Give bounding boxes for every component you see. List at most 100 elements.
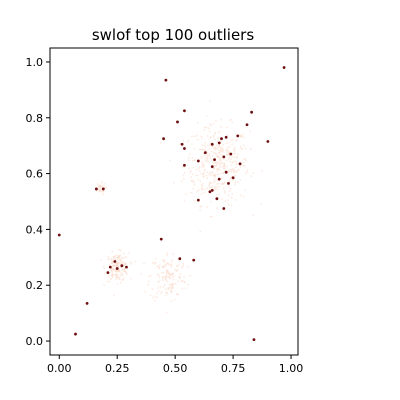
inlier-point bbox=[219, 160, 222, 163]
inlier-point bbox=[224, 191, 227, 194]
inlier-point bbox=[119, 249, 122, 252]
inlier-point bbox=[144, 290, 147, 293]
outlier-point bbox=[231, 176, 235, 180]
inlier-point bbox=[243, 144, 245, 147]
inlier-point bbox=[164, 288, 167, 291]
inlier-point bbox=[201, 182, 204, 185]
inlier-point bbox=[211, 185, 214, 188]
inlier-points bbox=[96, 100, 263, 314]
inlier-point bbox=[114, 255, 116, 258]
inlier-point bbox=[183, 200, 186, 203]
inlier-point bbox=[209, 181, 212, 184]
inlier-point bbox=[216, 170, 219, 173]
inlier-point bbox=[237, 169, 240, 171]
outlier-point bbox=[94, 187, 98, 191]
inlier-point bbox=[182, 263, 185, 265]
inlier-point bbox=[130, 277, 132, 280]
inlier-point bbox=[227, 152, 230, 154]
inlier-point bbox=[216, 156, 219, 159]
inlier-point bbox=[216, 168, 219, 171]
inlier-point bbox=[237, 181, 239, 183]
inlier-point bbox=[206, 206, 208, 208]
inlier-point bbox=[231, 156, 234, 158]
outlier-point bbox=[106, 271, 110, 275]
inlier-point bbox=[239, 194, 242, 197]
inlier-point bbox=[216, 144, 218, 147]
inlier-point bbox=[99, 259, 102, 261]
inlier-point bbox=[190, 176, 193, 178]
inlier-point bbox=[114, 273, 117, 276]
inlier-point bbox=[230, 171, 233, 173]
inlier-point bbox=[224, 200, 227, 203]
inlier-point bbox=[154, 261, 157, 264]
inlier-point bbox=[225, 159, 228, 162]
inlier-point bbox=[217, 154, 220, 157]
outlier-point bbox=[196, 159, 200, 163]
inlier-point bbox=[193, 199, 196, 202]
inlier-point bbox=[157, 281, 160, 284]
inlier-point bbox=[181, 165, 184, 168]
inlier-point bbox=[215, 193, 218, 196]
outlier-point bbox=[180, 142, 184, 146]
inlier-point bbox=[157, 287, 160, 289]
inlier-point bbox=[221, 183, 223, 186]
inlier-point bbox=[208, 130, 211, 133]
outlier-point bbox=[238, 162, 242, 166]
inlier-point bbox=[170, 290, 173, 292]
x-tick-label: 0.50 bbox=[163, 362, 188, 375]
inlier-point bbox=[166, 270, 169, 273]
inlier-point bbox=[115, 273, 118, 276]
inlier-point bbox=[205, 174, 208, 177]
inlier-point bbox=[216, 173, 219, 176]
inlier-point bbox=[206, 158, 209, 160]
inlier-point bbox=[101, 184, 104, 187]
inlier-point bbox=[189, 153, 191, 155]
inlier-point bbox=[176, 265, 179, 268]
x-tick-label: 0.25 bbox=[105, 362, 130, 375]
outlier-point bbox=[217, 141, 221, 145]
inlier-point bbox=[117, 270, 120, 273]
inlier-point bbox=[206, 187, 209, 190]
inlier-point bbox=[233, 150, 236, 153]
inlier-point bbox=[219, 162, 222, 165]
inlier-point bbox=[108, 275, 110, 278]
inlier-point bbox=[158, 266, 161, 269]
outlier-point bbox=[245, 123, 249, 127]
inlier-point bbox=[124, 264, 127, 267]
inlier-point bbox=[172, 253, 175, 256]
inlier-point bbox=[242, 195, 245, 198]
inlier-point bbox=[170, 261, 173, 264]
inlier-point bbox=[231, 153, 234, 155]
inlier-point bbox=[201, 185, 204, 188]
inlier-point bbox=[121, 278, 124, 281]
inlier-point bbox=[169, 159, 171, 162]
inlier-point bbox=[183, 276, 185, 278]
inlier-point bbox=[176, 293, 179, 296]
inlier-point bbox=[243, 158, 245, 161]
inlier-point bbox=[168, 273, 171, 275]
inlier-point bbox=[210, 200, 213, 203]
inlier-point bbox=[206, 154, 209, 157]
outlier-point bbox=[222, 207, 226, 210]
inlier-point bbox=[112, 265, 114, 268]
inlier-point bbox=[203, 154, 206, 156]
inlier-point bbox=[149, 294, 152, 297]
inlier-point bbox=[192, 180, 195, 183]
outlier-point bbox=[227, 181, 230, 185]
inlier-point bbox=[201, 166, 204, 168]
inlier-point bbox=[221, 147, 224, 150]
outlier-point bbox=[203, 151, 207, 155]
inlier-point bbox=[207, 160, 210, 163]
inlier-point bbox=[212, 136, 215, 138]
inlier-point bbox=[103, 273, 106, 275]
inlier-point bbox=[108, 264, 111, 266]
outlier-point bbox=[210, 142, 214, 146]
inlier-point bbox=[200, 193, 203, 195]
inlier-point bbox=[115, 270, 118, 273]
inlier-point bbox=[96, 183, 99, 185]
inlier-point bbox=[147, 280, 150, 283]
inlier-point bbox=[209, 124, 212, 127]
inlier-point bbox=[121, 273, 124, 276]
inlier-point bbox=[164, 276, 167, 279]
inlier-point bbox=[164, 275, 167, 277]
